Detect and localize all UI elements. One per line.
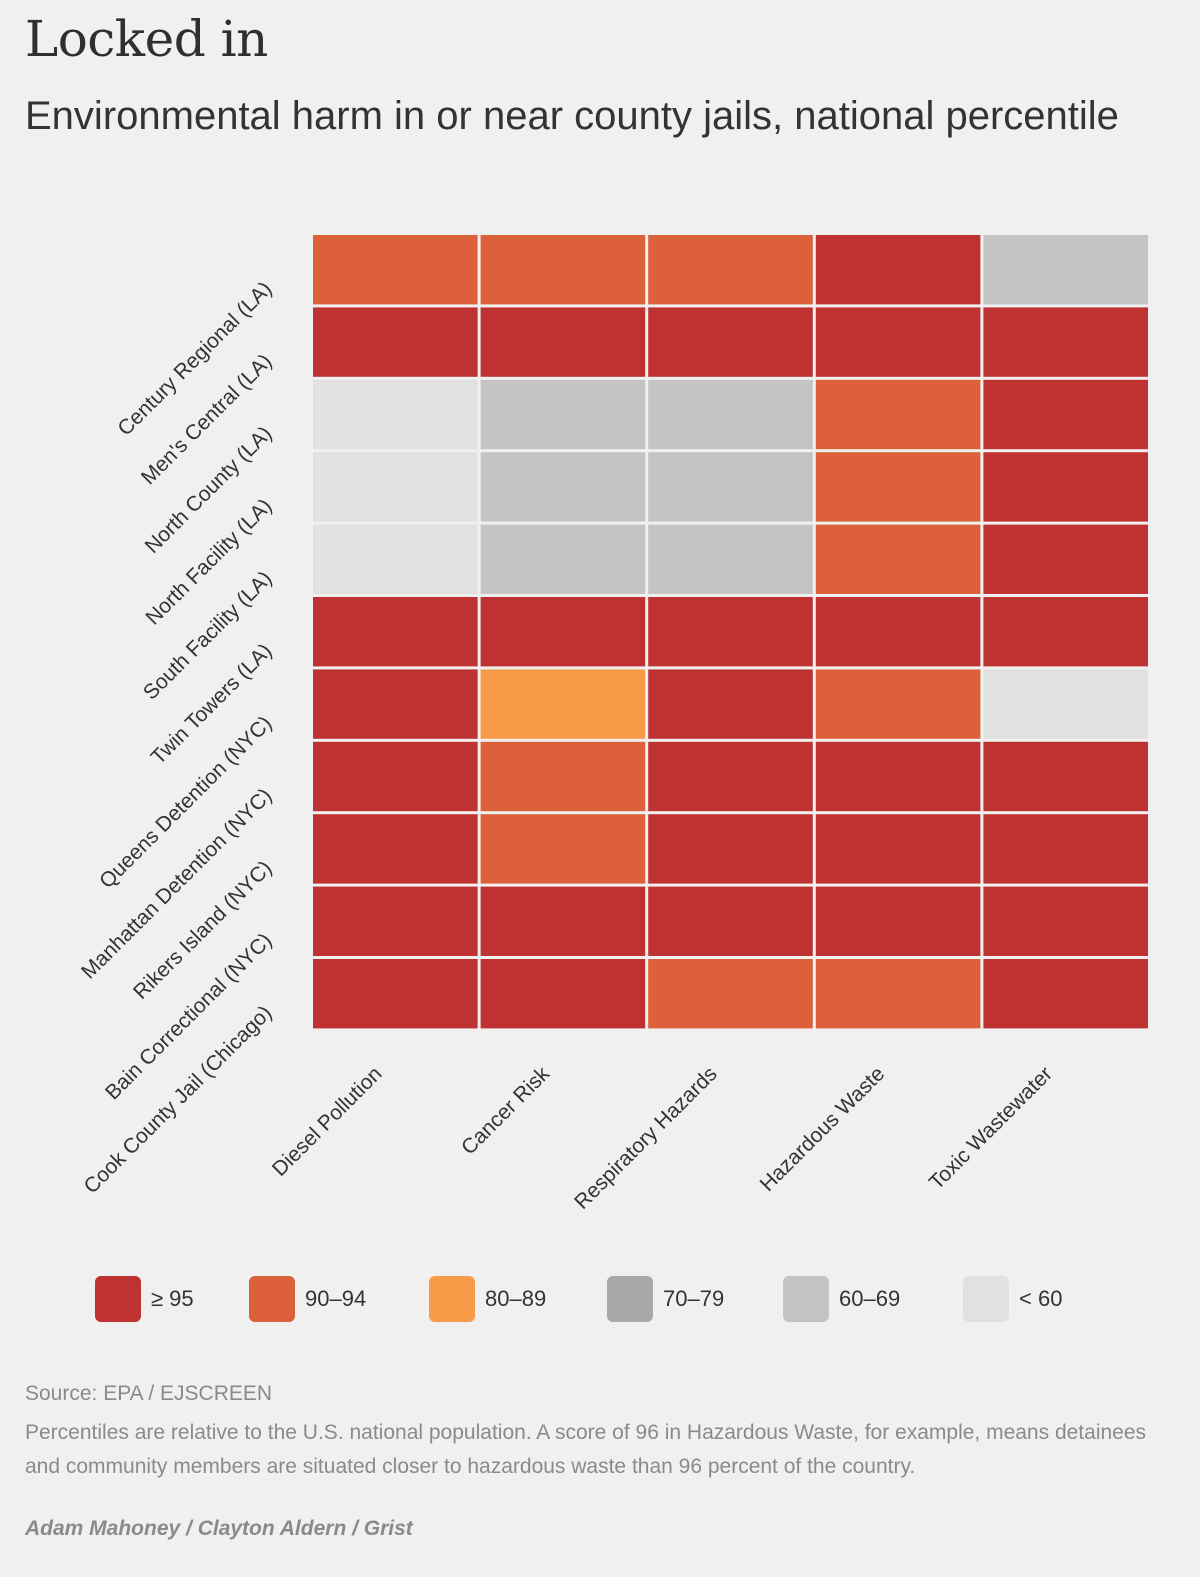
legend-label: 70–79 xyxy=(663,1286,725,1311)
heatmap-cell xyxy=(648,235,813,305)
heatmap-cell xyxy=(313,669,478,739)
heatmap-cell xyxy=(313,379,478,450)
legend-swatch xyxy=(95,1276,141,1322)
heatmap-chart: Century Regional (LA)Men's Central (LA)N… xyxy=(77,235,1148,1214)
heatmap-cell xyxy=(480,597,646,667)
heatmap-cell xyxy=(648,886,813,956)
row-label: Men's Central (LA) xyxy=(137,350,277,490)
column-label: Respiratory Hazards xyxy=(570,1062,722,1214)
heatmap-cell xyxy=(313,452,478,522)
legend-swatch xyxy=(429,1276,475,1322)
heatmap-cell xyxy=(480,524,646,594)
heatmap-cell xyxy=(313,886,478,956)
legend-item: ≥ 95 xyxy=(95,1276,249,1322)
legend: ≥ 95 90–94 80–89 70–79 60–69 < 60 xyxy=(95,1276,1062,1322)
heatmap-cell xyxy=(815,452,981,522)
heatmap-cell xyxy=(815,886,981,956)
heatmap-cell xyxy=(648,524,813,594)
row-label: Rikers Island (NYC) xyxy=(129,856,276,1003)
heatmap-cell xyxy=(480,886,646,956)
heatmap-cell xyxy=(815,379,981,450)
legend-swatch xyxy=(607,1276,653,1322)
legend-item: 80–89 xyxy=(429,1276,607,1322)
legend-label: 60–69 xyxy=(839,1286,901,1311)
heatmap-cell xyxy=(648,814,813,884)
heatmap-cell xyxy=(480,741,646,812)
column-label: Diesel Pollution xyxy=(268,1062,387,1181)
legend-label: 90–94 xyxy=(305,1286,367,1311)
heatmap-cell xyxy=(648,379,813,450)
legend-item: < 60 xyxy=(963,1276,1062,1322)
heatmap-cell xyxy=(983,379,1148,450)
heatmap-cell xyxy=(313,959,478,1029)
heatmap-cell xyxy=(815,741,981,812)
heatmap-cell xyxy=(313,814,478,884)
heatmap-cell xyxy=(648,597,813,667)
heatmap-cell xyxy=(313,235,478,305)
column-label: Hazardous Waste xyxy=(756,1062,890,1196)
heatmap-cell xyxy=(648,307,813,377)
heatmap-cell xyxy=(983,524,1148,594)
chart-subtitle: Environmental harm in or near county jai… xyxy=(25,94,1119,138)
heatmap-cell xyxy=(983,597,1148,667)
row-label: North County (LA) xyxy=(141,422,277,558)
heatmap-cell xyxy=(983,886,1148,956)
legend-label: 80–89 xyxy=(485,1286,547,1311)
heatmap-cell xyxy=(480,452,646,522)
heatmap-cell xyxy=(313,307,478,377)
legend-item: 60–69 xyxy=(783,1276,963,1322)
legend-swatch xyxy=(783,1276,829,1322)
heatmap-cell xyxy=(983,235,1148,305)
heatmap-cell xyxy=(648,741,813,812)
row-label: North Facility (LA) xyxy=(141,494,276,629)
legend-swatch xyxy=(963,1276,1009,1322)
heatmap-cell xyxy=(983,741,1148,812)
credit-text: Adam Mahoney / Clayton Aldern / Grist xyxy=(25,1517,413,1540)
source-text: Source: EPA / EJSCREEN xyxy=(25,1382,273,1405)
legend-item: 90–94 xyxy=(249,1276,429,1322)
heatmap-cell xyxy=(480,669,646,739)
heatmap-cell xyxy=(480,814,646,884)
heatmap-cell xyxy=(648,669,813,739)
legend-item: 70–79 xyxy=(607,1276,783,1322)
heatmap-cell xyxy=(815,669,981,739)
heatmap-cell xyxy=(480,235,646,305)
column-label: Cancer Risk xyxy=(457,1062,554,1159)
heatmap-cell xyxy=(480,959,646,1029)
heatmap-cell xyxy=(983,669,1148,739)
heatmap-cell xyxy=(815,235,981,305)
heatmap-cell xyxy=(983,959,1148,1029)
heatmap-cell xyxy=(815,524,981,594)
heatmap-cell xyxy=(313,524,478,594)
heatmap-cell xyxy=(313,597,478,667)
legend-label: < 60 xyxy=(1019,1286,1063,1311)
heatmap-cell xyxy=(480,307,646,377)
column-label: Toxic Wastewater xyxy=(925,1062,1057,1194)
heatmap-cell xyxy=(480,379,646,450)
heatmap-cell xyxy=(983,814,1148,884)
heatmap-cell xyxy=(983,307,1148,377)
heatmap-cell xyxy=(815,814,981,884)
heatmap-cell xyxy=(983,452,1148,522)
heatmap-cell xyxy=(815,959,981,1029)
row-label: Twin Towers (LA) xyxy=(147,639,277,769)
row-label: South Facility (LA) xyxy=(139,567,277,705)
chart-title: Locked in xyxy=(25,10,268,68)
heatmap-cell xyxy=(648,452,813,522)
legend-swatch xyxy=(249,1276,295,1322)
heatmap-cell xyxy=(648,959,813,1029)
heatmap-cell xyxy=(815,597,981,667)
note-text: Percentiles are relative to the U.S. nat… xyxy=(25,1421,1147,1478)
legend-label: ≥ 95 xyxy=(151,1286,194,1311)
heatmap-cell xyxy=(313,741,478,812)
heatmap-cell xyxy=(815,307,981,377)
